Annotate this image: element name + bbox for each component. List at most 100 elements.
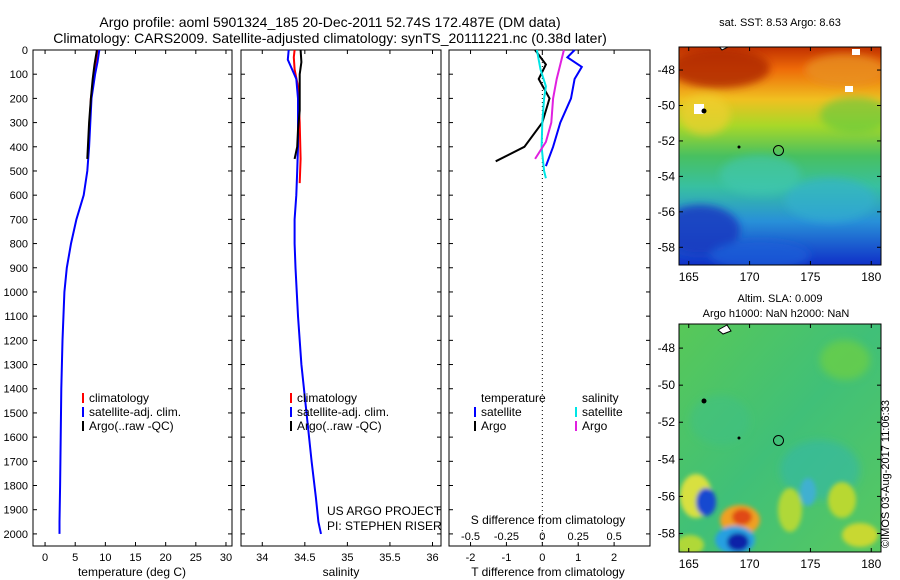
- sla-map-field: [679, 324, 881, 552]
- depth-axis: 0 100 200 300 400 500 600 700 800 900 1000 1100 1200…: [4, 45, 28, 541]
- x-tick-label: 1: [575, 552, 581, 564]
- series-line-argo: [293, 49, 303, 160]
- sst-map: sat. SST: 8.53 Argo: 8.63 165 170 175 180-4: [658, 17, 882, 284]
- x-tick-label: 15: [129, 552, 141, 564]
- depth-tick-label: 700: [10, 214, 28, 226]
- series-line-salinity-argo: [534, 49, 565, 160]
- x-tick-label: -1: [502, 552, 512, 564]
- map-x-tick-label: 170: [740, 270, 760, 284]
- depth-tick-label: 1400: [4, 384, 28, 396]
- x-tick-label: 36: [426, 552, 438, 564]
- sla-map-subtitle: Argo h1000: NaN h2000: NaN: [703, 308, 850, 320]
- map-y-tick-label: -48: [658, 341, 676, 355]
- credit-project: US ARGO PROJECT: [327, 504, 442, 518]
- depth-tick-label: 600: [10, 190, 28, 202]
- legend-label: satellite-adj. clim.: [297, 405, 389, 419]
- sst-map-title: sat. SST: 8.53 Argo: 8.63: [719, 17, 841, 29]
- legend-label: Argo: [582, 419, 608, 433]
- depth-tick-label: 1600: [4, 432, 28, 444]
- map-y-tick-label: -50: [658, 98, 676, 112]
- legend-label: satellite-adj. clim.: [89, 405, 181, 419]
- legend-label: Argo(..raw -QC): [89, 419, 174, 433]
- sla-map: Altim. SLA: 0.009 Argo h1000: NaN h2000:…: [658, 293, 882, 571]
- legend-label: Argo(..raw -QC): [297, 419, 382, 433]
- difference-profile-panel: T difference from climatology S differen…: [448, 49, 651, 579]
- x-top-tick-label: 0.5: [606, 531, 621, 543]
- depth-tick-label: 100: [10, 69, 28, 81]
- x-tick-label: 30: [220, 552, 232, 564]
- depth-tick-label: 800: [10, 239, 28, 251]
- map-y-tick-label: -54: [658, 169, 676, 183]
- x-tick-label: -2: [466, 552, 476, 564]
- legend-label: climatology: [297, 391, 357, 405]
- x-tick-label: 0: [42, 552, 48, 564]
- series-line-temperature-satellite: [544, 49, 584, 167]
- map-y-tick-label: -52: [658, 415, 676, 429]
- depth-tick-label: 200: [10, 93, 28, 105]
- figure-title-line-2: Climatology: CARS2009. Satellite-adjuste…: [53, 30, 607, 46]
- depth-tick-label: 1500: [4, 408, 28, 420]
- series-line-climatology: [292, 49, 302, 184]
- map-x-tick-label: 180: [861, 557, 881, 571]
- legend-title-salinity: salinity: [582, 391, 619, 405]
- difference-t-xlabel: T difference from climatology: [471, 565, 625, 579]
- salinity-xlabel: salinity: [323, 565, 360, 579]
- map-x-tick-label: 170: [740, 557, 760, 571]
- legend-label: satellite: [582, 405, 623, 419]
- map-x-tick-label: 175: [800, 557, 820, 571]
- temperature-profile-panel: temperature (deg C) 0 5 10 15 20 25 30 climatol…: [32, 49, 233, 579]
- x-tick-label: 35.5: [379, 552, 400, 564]
- map-y-tick-label: -56: [658, 489, 676, 503]
- map-y-tick-label: -58: [658, 240, 676, 254]
- series-line-satellite-adj-clim-: [286, 49, 322, 535]
- series-line-satellite-adj-clim-: [58, 49, 101, 534]
- map-y-tick-label: -54: [658, 452, 676, 466]
- depth-tick-label: 1200: [4, 335, 28, 347]
- difference-plot-frame: [448, 49, 651, 547]
- x-top-tick-label: -0.25: [494, 531, 519, 543]
- map-x-tick-label: 165: [679, 270, 699, 284]
- series-line-temperature-argo: [495, 49, 551, 163]
- legend-label: satellite: [481, 405, 522, 419]
- map-y-tick-label: -50: [658, 378, 676, 392]
- sla-float-location-marker: [773, 435, 784, 446]
- temperature-xlabel: temperature (deg C): [78, 565, 186, 579]
- x-tick-label: 34.5: [294, 552, 315, 564]
- map-y-tick-label: -48: [658, 63, 676, 77]
- sst-map-field: [679, 47, 881, 265]
- salinity-plot-frame: [240, 49, 442, 547]
- legend-label: climatology: [89, 391, 149, 405]
- depth-tick-label: 1700: [4, 456, 28, 468]
- depth-tick-label: 500: [10, 166, 28, 178]
- x-top-tick-label: 0: [539, 531, 545, 543]
- legend-label: Argo: [481, 419, 507, 433]
- series-line-argo: [86, 49, 98, 159]
- x-tick-label: 20: [160, 552, 172, 564]
- map-y-tick-label: -52: [658, 134, 676, 148]
- x-tick-label: 25: [190, 552, 202, 564]
- depth-tick-label: 300: [10, 118, 28, 130]
- map-y-tick-label: -56: [658, 205, 676, 219]
- map-x-tick-label: 180: [861, 270, 881, 284]
- depth-tick-label: 1100: [4, 311, 28, 323]
- x-top-tick-label: 0.25: [568, 531, 589, 543]
- x-tick-label: 5: [72, 552, 78, 564]
- x-tick-label: 34: [256, 552, 268, 564]
- depth-tick-label: 900: [10, 263, 28, 275]
- legend-title-temperature: temperature: [481, 391, 546, 405]
- depth-tick-label: 400: [10, 142, 28, 154]
- temperature-plot-frame: [32, 49, 233, 547]
- x-tick-label: 2: [611, 552, 617, 564]
- difference-s-xlabel: S difference from climatology: [471, 513, 626, 527]
- series-line-salinity-satellite: [535, 49, 547, 179]
- x-tick-label: 35: [341, 552, 353, 564]
- x-top-tick-label: -0.5: [461, 531, 480, 543]
- figure-title-line-1: Argo profile: aoml 5901324_185 20-Dec-20…: [99, 14, 561, 30]
- imos-credit: ©IMOS 03-Aug-2017 11:06:33: [880, 400, 892, 548]
- sla-map-title: Altim. SLA: 0.009: [738, 293, 823, 305]
- depth-tick-label: 0: [22, 45, 28, 57]
- sst-map-axes: 165 170 175 180 -48 -50 -52 -54 -56 -58: [658, 47, 882, 284]
- x-tick-label: 0: [539, 552, 545, 564]
- depth-tick-label: 1900: [4, 505, 28, 517]
